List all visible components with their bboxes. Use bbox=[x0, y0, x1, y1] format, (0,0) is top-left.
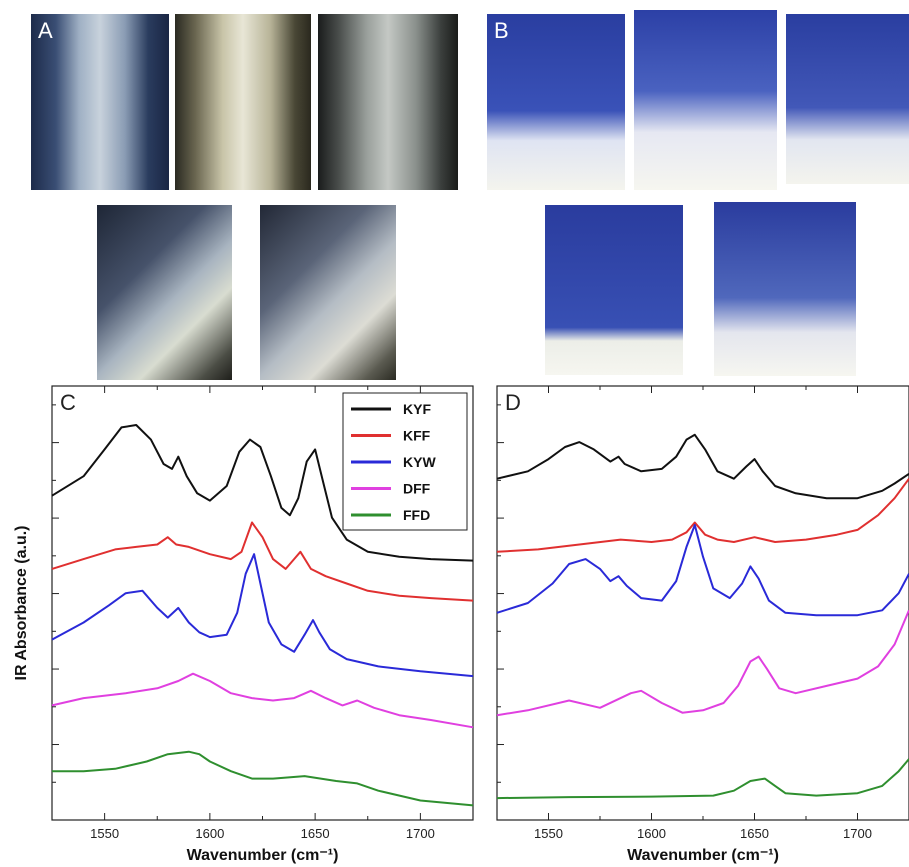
x-tick-label-d: 1700 bbox=[843, 826, 872, 841]
x-axis-title-c: Wavenumber (cm⁻¹) bbox=[187, 847, 339, 864]
x-axis-title-d: Wavenumber (cm⁻¹) bbox=[627, 847, 779, 864]
panel-b-photo-kff bbox=[634, 10, 777, 190]
series-line-kyf-c bbox=[51, 424, 474, 562]
panel-a-photo-kyw bbox=[318, 14, 458, 190]
x-tick-label-d: 1600 bbox=[637, 826, 666, 841]
panel-b-label: B bbox=[494, 18, 509, 43]
x-tick-label-c: 1550 bbox=[90, 826, 119, 841]
panel-a-label: A bbox=[38, 18, 53, 43]
series-line-kff-d bbox=[496, 478, 909, 553]
series-line-kff-c bbox=[51, 521, 474, 602]
panel-a-photo-kff bbox=[175, 14, 311, 190]
panel-c-label: C bbox=[60, 390, 76, 415]
legend-label-kyf: KYF bbox=[403, 401, 431, 417]
series-line-kyw-c bbox=[51, 553, 474, 678]
panel-a-photo-kyf bbox=[31, 14, 169, 190]
x-tick-label-d: 1550 bbox=[534, 826, 563, 841]
x-tick-label-c: 1700 bbox=[406, 826, 435, 841]
series-line-kyf-d bbox=[496, 433, 909, 500]
y-axis-title-c: IR Absorbance (a.u.) bbox=[13, 526, 30, 681]
panel-d-label: D bbox=[505, 390, 521, 415]
x-tick-label-d: 1650 bbox=[740, 826, 769, 841]
panel-a-photo-dff bbox=[97, 205, 232, 380]
x-tick-label-c: 1600 bbox=[195, 826, 224, 841]
series-line-dff-c bbox=[51, 672, 474, 729]
series-line-ffd-c bbox=[52, 750, 474, 807]
panel-b-photo-dff bbox=[714, 202, 856, 376]
panel-b-photo-kyw bbox=[786, 14, 909, 184]
panel-b-photo-kyf bbox=[487, 14, 625, 190]
legend-label-kff: KFF bbox=[403, 428, 431, 444]
panel-a-photo-ffd bbox=[260, 205, 396, 380]
panel-b-photo-ffd bbox=[545, 205, 683, 375]
legend-label-dff: DFF bbox=[403, 481, 431, 497]
series-line-dff-d bbox=[496, 609, 909, 717]
series-line-ffd-d bbox=[496, 758, 909, 800]
x-tick-label-c: 1650 bbox=[301, 826, 330, 841]
legend-label-kyw: KYW bbox=[403, 454, 436, 470]
legend-label-ffd: FFD bbox=[403, 507, 430, 523]
series-line-kyw-d bbox=[496, 524, 909, 617]
